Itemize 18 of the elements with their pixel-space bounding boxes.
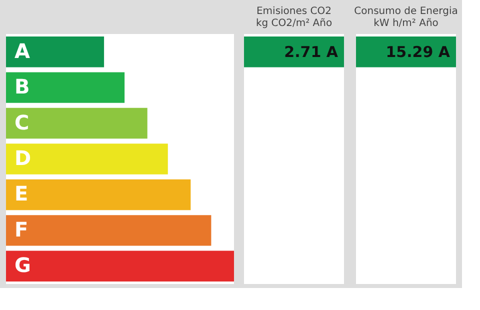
text: 15.29 A xyxy=(386,42,450,61)
text: 2.71 A xyxy=(284,42,338,61)
y-tick-label: E xyxy=(14,182,28,206)
bar xyxy=(6,72,125,103)
bar xyxy=(6,215,212,246)
text: Emisiones CO2 kg CO2/m² Año xyxy=(256,6,332,29)
y-tick-label: G xyxy=(14,253,31,278)
y-tick-label: C xyxy=(14,110,30,134)
y-tick-label: B xyxy=(14,74,30,99)
bar xyxy=(6,250,234,282)
bar xyxy=(6,36,104,68)
y-tick-label: A xyxy=(14,38,30,63)
y-tick-label: F xyxy=(14,217,28,242)
text: Consumo de Energia kW h/m² Año xyxy=(354,6,458,29)
bar xyxy=(6,144,168,174)
y-tick-label: D xyxy=(14,146,32,170)
bar xyxy=(6,108,148,139)
bar xyxy=(6,179,191,210)
